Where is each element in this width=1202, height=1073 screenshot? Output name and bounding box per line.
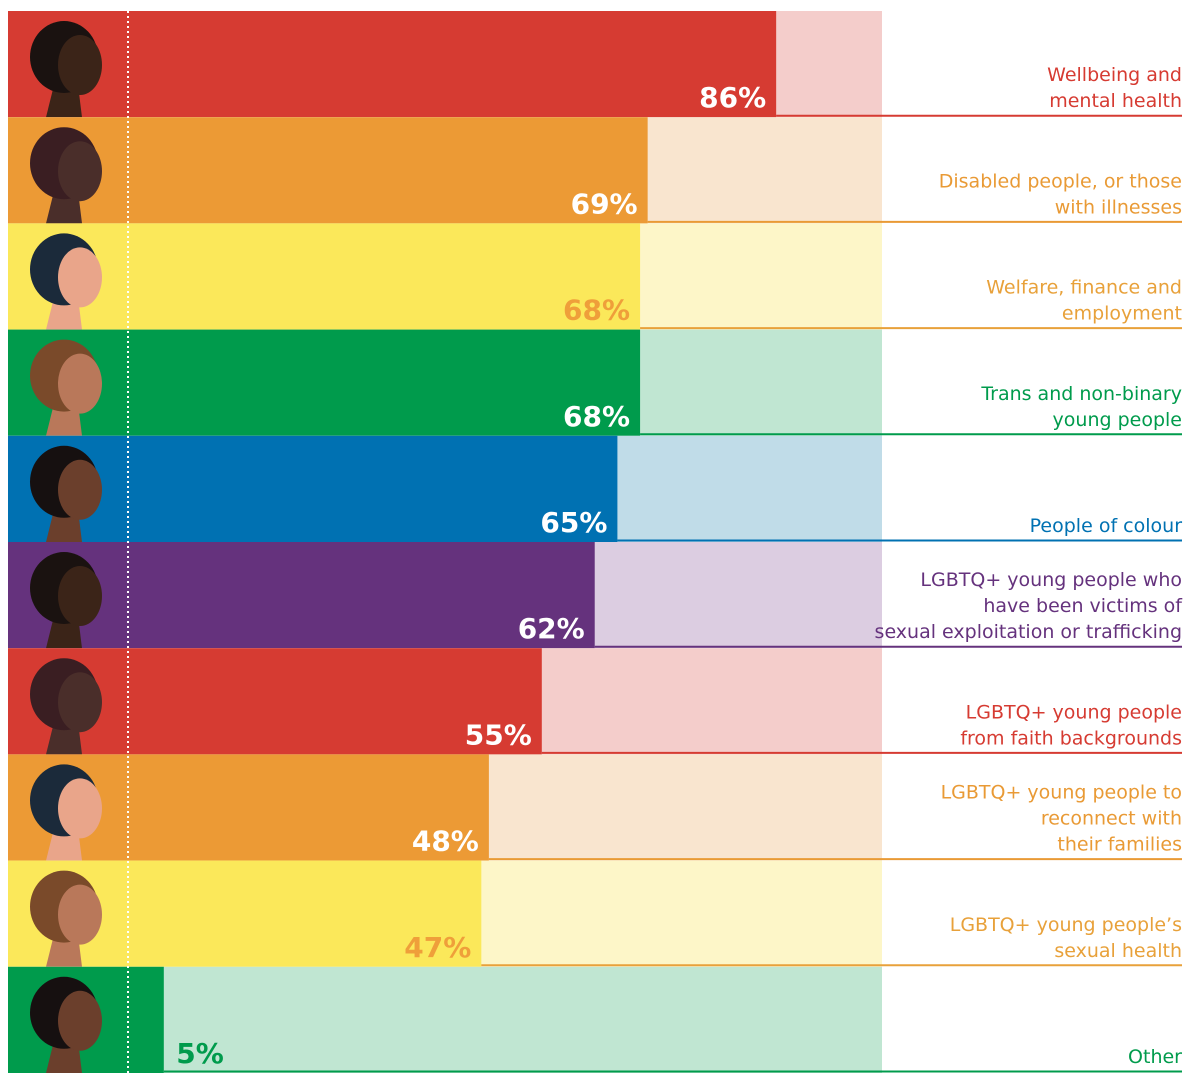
category-label-line: LGBTQ+ young people — [966, 701, 1182, 723]
value-label: 68% — [563, 294, 630, 327]
value-label: 5% — [176, 1037, 224, 1070]
category-label: Welfare, finance and employment — [986, 277, 1182, 325]
category-label-line: People of colour — [1030, 515, 1183, 537]
bar — [126, 860, 482, 967]
avatar-face — [58, 247, 102, 308]
category-label: Trans and non-binary young people — [980, 383, 1182, 431]
bar — [126, 117, 648, 224]
avatar — [30, 445, 102, 542]
avatar — [30, 127, 102, 224]
category-label-line: Welfare, finance and — [986, 277, 1182, 299]
avatar — [30, 552, 102, 649]
category-label-line: Other — [1128, 1046, 1182, 1068]
category-label: LGBTQ+ young people from faith background… — [960, 701, 1182, 749]
bar — [126, 329, 641, 436]
avatar-face — [58, 353, 102, 414]
avatar — [30, 764, 102, 861]
category-label-line: employment — [1062, 303, 1182, 325]
avatar — [30, 233, 102, 330]
bar — [126, 435, 618, 542]
value-label: 68% — [563, 400, 630, 433]
category-label-line: from faith backgrounds — [960, 727, 1182, 749]
category-label-line: reconnect with — [1041, 808, 1182, 830]
category-label-line: Disabled people, or those — [939, 170, 1182, 192]
category-label: Other — [1128, 1046, 1182, 1068]
value-label: 86% — [699, 81, 766, 114]
value-label: 62% — [518, 612, 585, 645]
avatar — [30, 21, 102, 118]
category-label-line: with illnesses — [1055, 196, 1182, 218]
avatar-face — [58, 884, 102, 945]
avatar — [30, 976, 102, 1073]
category-label-line: Trans and non-binary — [980, 383, 1182, 405]
bar — [126, 11, 777, 118]
avatar — [30, 658, 102, 755]
value-label: 55% — [465, 718, 532, 751]
value-label: 69% — [571, 187, 638, 220]
value-label: 48% — [412, 825, 479, 858]
category-label: LGBTQ+ young people who have been victims… — [875, 569, 1184, 643]
category-label-line: mental health — [1049, 90, 1182, 112]
bar — [126, 754, 489, 861]
category-label-line: Wellbeing and — [1047, 64, 1182, 86]
avatar — [30, 339, 102, 436]
bar — [126, 223, 641, 330]
category-label-line: sexual exploitation or trafficking — [875, 621, 1182, 643]
avatar — [30, 870, 102, 967]
category-label-line: LGBTQ+ young people who — [920, 569, 1182, 591]
category-label-line: young people — [1053, 409, 1182, 431]
category-label: LGBTQ+ young people’s sexual health — [950, 914, 1182, 962]
category-label-line: LGBTQ+ young people’s — [950, 914, 1182, 936]
avatar-face — [58, 35, 102, 95]
category-label: Wellbeing and mental health — [1047, 64, 1182, 112]
category-label: LGBTQ+ young people to reconnect with thei… — [941, 782, 1182, 856]
avatar-face — [58, 459, 102, 520]
avatar-face — [58, 566, 102, 626]
category-label-line: have been victims of — [983, 595, 1183, 617]
category-label-line: sexual health — [1054, 940, 1182, 962]
avatar-face — [58, 778, 102, 839]
category-label: People of colour — [1030, 515, 1183, 537]
category-label: Disabled people, or those with illnesses — [939, 170, 1182, 218]
bar — [126, 542, 595, 649]
value-label: 47% — [404, 931, 471, 964]
bar — [126, 966, 164, 1073]
value-label: 65% — [540, 506, 607, 539]
category-label-line: LGBTQ+ young people to — [941, 782, 1182, 804]
bar — [126, 648, 542, 755]
avatar-face — [58, 141, 102, 202]
avatar-face — [58, 672, 102, 733]
avatar-face — [58, 990, 102, 1051]
category-label-line: their families — [1057, 834, 1182, 856]
